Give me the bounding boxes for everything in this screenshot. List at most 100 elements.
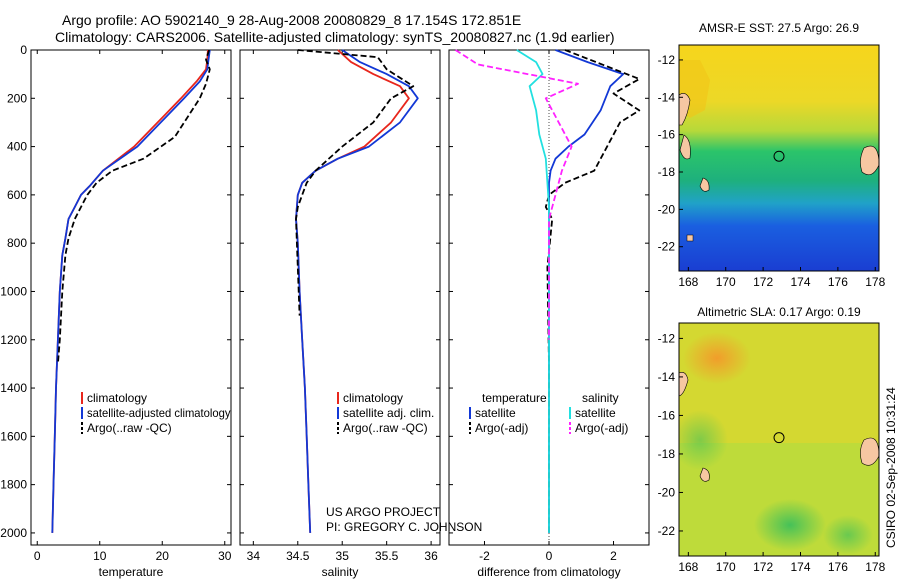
legend-heading: salinity: [582, 391, 619, 405]
series-line-satellite: [295, 49, 419, 533]
map-y-tick-label: -20: [658, 202, 676, 216]
map-x-tick-label: 174: [790, 275, 810, 289]
series-line-satellite: [51, 49, 211, 533]
y-tick-label: 1000: [0, 284, 27, 298]
map-title: AMSR-E SST: 27.5 Argo: 26.9: [699, 21, 859, 35]
legend-label: climatology: [87, 391, 147, 405]
y-tick-label: 400: [7, 140, 27, 154]
y-tick-label: 600: [7, 188, 27, 202]
map-x-tick-label: 178: [865, 275, 885, 289]
figure-title-line2: Climatology: CARS2006. Satellite-adjuste…: [55, 29, 615, 45]
x-tick-label: 30: [218, 549, 232, 563]
map-y-tick-label: -12: [658, 331, 676, 345]
x-tick-label: 35: [336, 549, 350, 563]
sla-low-anomaly-1: [754, 499, 826, 551]
map-y-tick-label: -22: [658, 240, 676, 254]
sst-island-3: [699, 177, 710, 192]
y-tick-label: 1400: [0, 381, 27, 395]
map-x-tick-label: 176: [828, 560, 848, 574]
argo-location-marker: [773, 432, 785, 444]
map-y-tick-label: -20: [658, 485, 676, 499]
salinity-series-group: 34 34.5 35 35.5 36 salinity climatologysatelli…: [240, 49, 440, 579]
x-axis-label: salinity: [322, 565, 359, 579]
sst-island-2: [679, 134, 691, 160]
y-tick-label: 2000: [0, 526, 27, 540]
map-y-tick-label: -22: [658, 524, 676, 538]
y-tick-label: 1800: [0, 478, 27, 492]
sst-map: [678, 44, 880, 272]
y-tick-label: 200: [7, 91, 27, 105]
map-y-tick-label: -12: [658, 53, 676, 67]
map-x-tick-label: 168: [678, 275, 698, 289]
legend-heading: temperature: [482, 391, 547, 405]
legend-label: satellite: [575, 406, 616, 420]
series-line-climatology: [295, 49, 410, 533]
temperature-plot-frame: [30, 49, 232, 546]
sst-island-5: [686, 234, 694, 242]
series-line-t_sat: [548, 49, 625, 533]
sst-map-frame: [678, 44, 880, 272]
argo-location-marker: [773, 150, 785, 162]
legend-label: satellite adj. clim.: [343, 406, 434, 420]
series-line-s_argo: [455, 49, 579, 340]
legend-label: Argo(-adj): [475, 421, 528, 435]
sst-island-4: [860, 145, 879, 176]
map-y-tick-label: -18: [658, 165, 676, 179]
legend-label: Argo(..raw -QC): [343, 421, 428, 435]
legend-label: climatology: [343, 391, 403, 405]
series-line-s_sat: [516, 49, 550, 533]
x-tick-label: 2: [610, 549, 617, 563]
x-axis-label: temperature: [99, 565, 164, 579]
map-x-tick-label: 170: [716, 275, 736, 289]
x-tick-label: 34.5: [286, 549, 310, 563]
map-y-tick-label: -16: [658, 408, 676, 422]
credit-project: US ARGO PROJECT: [326, 505, 441, 519]
series-line-climatology: [51, 49, 209, 533]
credit-pi: PI: GREGORY C. JOHNSON: [326, 520, 483, 534]
map-y-tick-label: -14: [658, 90, 676, 104]
legend-label: Argo(..raw -QC): [87, 421, 172, 435]
x-tick-label: 35.5: [375, 549, 399, 563]
sla-island-2: [699, 467, 710, 482]
credit-stamp: CSIRO 02-Sep-2008 10:31:24: [884, 387, 898, 548]
sla-island-3: [860, 437, 879, 466]
temperature-series-group: 0 200 400 600 800 1000 1200 1400 1600 1800 2000 0 10…: [0, 43, 231, 579]
series-line-argo: [295, 49, 415, 316]
x-tick-label: -2: [479, 549, 490, 563]
map-axes-group: AMSR-E SST: 27.5 Argo: 26.9 168 170 172 174 1…: [658, 21, 886, 574]
legend-label: satellite-adjusted climatology: [87, 406, 231, 420]
series-line-argo: [57, 49, 211, 364]
map-y-tick-label: -14: [658, 370, 676, 384]
map-x-tick-label: 172: [753, 275, 773, 289]
map-x-tick-label: 176: [828, 275, 848, 289]
sla-map: [678, 322, 880, 557]
x-tick-label: 36: [424, 549, 438, 563]
x-tick-label: 0: [546, 549, 553, 563]
legend-label: satellite: [475, 406, 516, 420]
sla-island-1: [679, 372, 689, 397]
x-tick-label: 10: [93, 549, 107, 563]
y-tick-label: 1200: [0, 333, 27, 347]
salinity-plot-frame: [239, 49, 441, 546]
map-x-tick-label: 168: [678, 560, 698, 574]
x-axis-label: difference from climatology: [477, 565, 620, 579]
figure-title-line1: Argo profile: AO 5902140_9 28-Aug-2008 2…: [62, 12, 522, 28]
map-y-tick-label: -16: [658, 128, 676, 142]
y-tick-label: 1600: [0, 429, 27, 443]
map-y-tick-label: -18: [658, 447, 676, 461]
y-tick-label: 0: [20, 43, 27, 57]
y-tick-label: 800: [7, 236, 27, 250]
map-x-tick-label: 174: [790, 560, 810, 574]
map-x-tick-label: 178: [865, 560, 885, 574]
map-title: Altimetric SLA: 0.17 Argo: 0.19: [697, 305, 861, 319]
map-x-tick-label: 172: [753, 560, 773, 574]
sla-low-anomaly-2: [679, 410, 728, 470]
map-x-tick-label: 170: [716, 560, 736, 574]
sla-high-anomaly: [683, 332, 751, 384]
x-tick-label: 0: [34, 549, 41, 563]
sla-map-frame: [678, 322, 880, 557]
legend-label: Argo(-adj): [575, 421, 628, 435]
x-tick-label: 34: [247, 549, 261, 563]
sst-field: [679, 45, 879, 271]
